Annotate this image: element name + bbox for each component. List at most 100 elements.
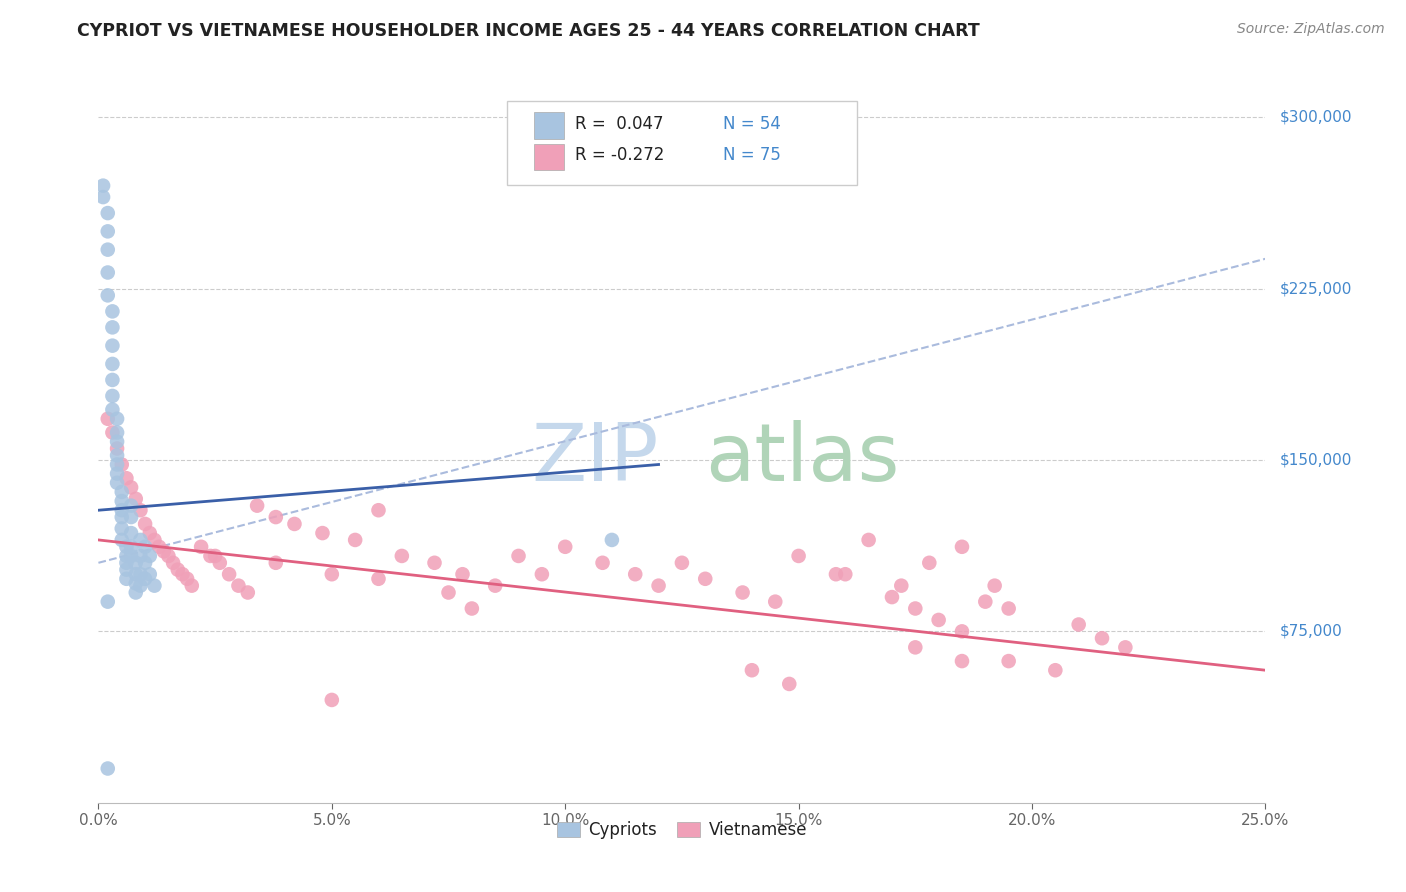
Point bbox=[246, 499, 269, 513]
Point bbox=[200, 549, 222, 563]
Legend: Cypriots, Vietnamese: Cypriots, Vietnamese bbox=[550, 814, 814, 846]
Point bbox=[143, 533, 166, 547]
Text: R =  0.047: R = 0.047 bbox=[575, 115, 664, 133]
Point bbox=[105, 425, 128, 440]
Text: R = -0.272: R = -0.272 bbox=[575, 146, 664, 164]
Point bbox=[997, 601, 1019, 615]
Point bbox=[647, 579, 669, 593]
Point bbox=[974, 594, 997, 608]
Point bbox=[105, 411, 128, 425]
Point bbox=[530, 567, 553, 582]
Point bbox=[97, 594, 120, 608]
Point bbox=[139, 549, 162, 563]
Point bbox=[129, 579, 152, 593]
Point bbox=[484, 579, 506, 593]
Point bbox=[172, 567, 194, 582]
Point bbox=[111, 521, 134, 535]
Point bbox=[101, 357, 124, 371]
Point bbox=[101, 373, 124, 387]
Text: N = 54: N = 54 bbox=[723, 115, 780, 133]
Point bbox=[763, 594, 786, 608]
Point bbox=[1091, 632, 1114, 646]
Text: $300,000: $300,000 bbox=[1279, 110, 1351, 125]
Point bbox=[592, 556, 614, 570]
Point bbox=[120, 540, 142, 554]
Point bbox=[451, 567, 474, 582]
Text: atlas: atlas bbox=[706, 420, 900, 498]
Text: N = 75: N = 75 bbox=[723, 146, 780, 164]
Point bbox=[115, 549, 138, 563]
Point bbox=[1067, 617, 1090, 632]
Point bbox=[741, 663, 763, 677]
Point bbox=[101, 304, 124, 318]
Point bbox=[134, 516, 156, 531]
Point bbox=[120, 510, 142, 524]
FancyBboxPatch shape bbox=[534, 112, 564, 138]
Point bbox=[125, 576, 148, 591]
Point bbox=[1045, 663, 1067, 677]
Point bbox=[97, 288, 120, 302]
Point bbox=[139, 526, 162, 541]
Point bbox=[105, 442, 128, 456]
Point bbox=[283, 516, 305, 531]
Point bbox=[105, 458, 128, 472]
Point bbox=[105, 448, 128, 462]
Point bbox=[461, 601, 484, 615]
Point bbox=[208, 556, 231, 570]
Point bbox=[671, 556, 693, 570]
Text: $150,000: $150,000 bbox=[1279, 452, 1351, 467]
Point bbox=[423, 556, 446, 570]
Point bbox=[157, 549, 180, 563]
Point bbox=[162, 556, 184, 570]
Text: $75,000: $75,000 bbox=[1279, 624, 1343, 639]
Point bbox=[105, 434, 128, 449]
Point bbox=[139, 567, 162, 582]
Point bbox=[148, 540, 170, 554]
Point bbox=[101, 402, 124, 417]
Point bbox=[834, 567, 856, 582]
Point bbox=[125, 567, 148, 582]
Text: CYPRIOT VS VIETNAMESE HOUSEHOLDER INCOME AGES 25 - 44 YEARS CORRELATION CHART: CYPRIOT VS VIETNAMESE HOUSEHOLDER INCOME… bbox=[77, 22, 980, 40]
Point bbox=[101, 425, 124, 440]
Point bbox=[111, 510, 134, 524]
Point bbox=[143, 579, 166, 593]
Point bbox=[129, 567, 152, 582]
Point bbox=[129, 533, 152, 547]
Point bbox=[134, 572, 156, 586]
Point bbox=[321, 693, 343, 707]
Point bbox=[97, 206, 120, 220]
Point bbox=[825, 567, 848, 582]
Point bbox=[880, 590, 903, 604]
Point bbox=[600, 533, 623, 547]
Point bbox=[928, 613, 950, 627]
Point bbox=[554, 540, 576, 554]
Point bbox=[125, 556, 148, 570]
Point bbox=[115, 556, 138, 570]
Point bbox=[134, 556, 156, 570]
FancyBboxPatch shape bbox=[534, 144, 564, 170]
Point bbox=[190, 540, 212, 554]
Point bbox=[120, 526, 142, 541]
Point bbox=[125, 585, 148, 599]
Point bbox=[105, 467, 128, 481]
Point bbox=[125, 491, 148, 506]
Point bbox=[695, 572, 717, 586]
Point bbox=[264, 556, 287, 570]
Point bbox=[997, 654, 1019, 668]
Point bbox=[983, 579, 1005, 593]
Point bbox=[228, 579, 250, 593]
Point bbox=[918, 556, 941, 570]
Point bbox=[858, 533, 880, 547]
Point bbox=[904, 640, 927, 655]
Point bbox=[437, 585, 460, 599]
Point bbox=[180, 579, 202, 593]
Point bbox=[176, 572, 198, 586]
Point bbox=[111, 533, 134, 547]
Point bbox=[115, 540, 138, 554]
Point bbox=[950, 624, 973, 639]
Point bbox=[367, 503, 389, 517]
Point bbox=[129, 549, 152, 563]
Point bbox=[731, 585, 754, 599]
Point bbox=[787, 549, 810, 563]
Point bbox=[152, 544, 174, 558]
